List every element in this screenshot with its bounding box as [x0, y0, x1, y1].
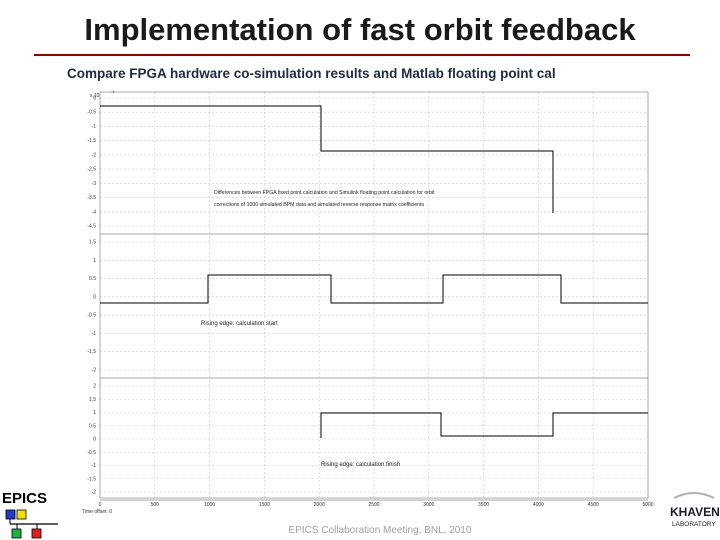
panel-1-y-ticks: 0 -0.5 -1 -1.5 -2 -2.5 -3 -3.5 -4 -4.5	[87, 96, 96, 230]
y-tick-label: -2	[92, 368, 97, 374]
y-tick-label: -1	[92, 331, 97, 337]
svg-text:KHAVEN: KHAVEN	[670, 505, 720, 519]
signal-calc-finish-trace	[320, 412, 648, 438]
x-tick-label: 3000	[423, 502, 434, 508]
x-tick-label: 2500	[368, 502, 379, 508]
y-tick-label: -1.5	[87, 349, 96, 355]
scope-signals	[100, 105, 648, 438]
panel-1-annotation-line-1: Differences between FPGA fixed point cal…	[214, 190, 435, 196]
y-tick-label: -0.5	[87, 110, 96, 116]
scope-grid	[99, 91, 649, 501]
x-ticks: 0 500 1000 1500 2000 2500 3000 3500 4000 4500 5000	[99, 502, 654, 508]
y-tick-label: 0.5	[89, 276, 96, 282]
x-tick-label: 5000	[642, 502, 653, 508]
y-tick-label: -2	[92, 490, 97, 496]
y-tick-label: 1	[93, 258, 96, 264]
panel-3-y-ticks: 2 1.5 1 0.5 0 -0.5 -1 -1.5 -2	[87, 384, 96, 496]
x-tick-label: 1500	[259, 502, 270, 508]
y-tick-label: 0	[93, 437, 96, 443]
y-tick-label: 1	[93, 410, 96, 416]
svg-text:LABORATORY: LABORATORY	[672, 521, 716, 528]
x-tick-label: 0	[99, 502, 102, 508]
y-tick-label: -1	[92, 124, 97, 130]
time-offset-label: Time offset: 0	[82, 509, 112, 515]
y-tick-label: -1.5	[87, 476, 96, 482]
panel-2-y-ticks: 1.5 1 0.5 0 -0.5 -1 -1.5 -2	[87, 240, 96, 374]
slide-footer: EPICS Collaboration Meeting, BNL, 2010	[288, 525, 472, 536]
y-tick-label: 0.5	[89, 423, 96, 429]
slide-title: Implementation of fast orbit feedback	[84, 12, 636, 47]
signal-calc-start-trace	[100, 274, 648, 304]
x-tick-label: 1000	[204, 502, 215, 508]
panel-3-annotation: Rising edge: calculation finish	[321, 462, 400, 468]
y-tick-label: -4	[92, 209, 97, 215]
scope-plot: 0 -0.5 -1 -1.5 -2 -2.5 -3 -3.5 -4 -4.5 1.5 1 0.5 0 -0…	[82, 89, 654, 515]
panel-1-annotation-line-2: corrections of 1000 simulated BPM data a…	[214, 202, 425, 208]
x-tick-label: 4500	[588, 502, 599, 508]
x-tick-label: 500	[151, 502, 160, 508]
x-tick-label: 2000	[314, 502, 325, 508]
exponent-label: x 10	[90, 93, 100, 99]
y-tick-label: 0	[93, 96, 96, 102]
y-tick-label: -3	[92, 181, 97, 187]
title-underline	[34, 54, 690, 56]
slide-subtitle: Compare FPGA hardware co-simulation resu…	[67, 66, 556, 81]
y-tick-label: -1	[92, 463, 97, 469]
y-tick-label: -1.5	[87, 138, 96, 144]
y-tick-label: -0.5	[87, 313, 96, 319]
y-tick-label: -3.5	[87, 195, 96, 201]
epics-logo-text: EPICS	[2, 490, 48, 507]
y-tick-label: 2	[93, 384, 96, 390]
y-tick-label: -2.5	[87, 167, 96, 173]
panel-2-annotation: Rising edge: calculation start	[201, 321, 278, 327]
plot-frame	[99, 91, 649, 499]
khaven-laboratory-logo: KHAVEN LABORATORY	[670, 492, 720, 528]
exponent-power: -4	[111, 89, 115, 94]
x-tick-label: 4000	[533, 502, 544, 508]
y-tick-label: -0.5	[87, 450, 96, 456]
x-tick-label: 3500	[478, 502, 489, 508]
y-tick-label: 0	[93, 294, 96, 300]
y-tick-label: 1.5	[89, 240, 96, 246]
y-tick-label: -4.5	[87, 224, 96, 230]
y-tick-label: -2	[92, 152, 97, 158]
signal-difference-trace	[100, 105, 554, 213]
y-tick-label: 1.5	[89, 397, 96, 403]
epics-network-icon	[5, 509, 58, 539]
